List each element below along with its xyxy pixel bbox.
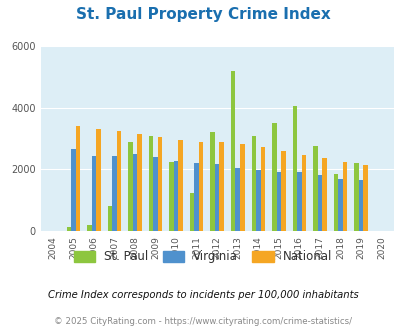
Bar xyxy=(214,164,219,231)
Bar xyxy=(96,129,100,231)
Bar xyxy=(219,142,224,231)
Bar xyxy=(117,131,121,231)
Bar xyxy=(358,180,362,231)
Bar xyxy=(271,123,276,231)
Bar xyxy=(362,165,367,231)
Bar xyxy=(137,134,141,231)
Bar xyxy=(87,225,92,231)
Bar xyxy=(112,155,117,231)
Bar xyxy=(256,170,260,231)
Bar xyxy=(158,137,162,231)
Bar xyxy=(321,158,326,231)
Bar xyxy=(75,126,80,231)
Bar xyxy=(235,168,239,231)
Bar xyxy=(342,162,346,231)
Bar xyxy=(132,154,137,231)
Text: © 2025 CityRating.com - https://www.cityrating.com/crime-statistics/: © 2025 CityRating.com - https://www.city… xyxy=(54,317,351,326)
Bar xyxy=(92,155,96,231)
Bar xyxy=(173,161,178,231)
Bar xyxy=(210,132,214,231)
Bar xyxy=(276,173,280,231)
Text: St. Paul Property Crime Index: St. Paul Property Crime Index xyxy=(75,7,330,21)
Bar xyxy=(251,136,256,231)
Bar xyxy=(312,146,317,231)
Bar xyxy=(198,142,203,231)
Bar xyxy=(153,157,158,231)
Bar xyxy=(230,71,235,231)
Bar xyxy=(169,162,173,231)
Bar xyxy=(317,175,321,231)
Bar xyxy=(239,144,244,231)
Bar xyxy=(280,151,285,231)
Bar xyxy=(260,147,264,231)
Bar xyxy=(178,140,183,231)
Bar xyxy=(149,136,153,231)
Bar xyxy=(333,174,337,231)
Bar xyxy=(292,106,296,231)
Bar xyxy=(194,163,198,231)
Legend: St. Paul, Virginia, National: St. Paul, Virginia, National xyxy=(69,246,336,268)
Bar xyxy=(107,206,112,231)
Bar xyxy=(71,149,75,231)
Bar xyxy=(128,142,132,231)
Bar xyxy=(337,179,342,231)
Bar xyxy=(353,163,358,231)
Bar xyxy=(301,155,305,231)
Bar xyxy=(296,173,301,231)
Bar xyxy=(66,227,71,231)
Bar xyxy=(190,192,194,231)
Text: Crime Index corresponds to incidents per 100,000 inhabitants: Crime Index corresponds to incidents per… xyxy=(47,290,358,300)
